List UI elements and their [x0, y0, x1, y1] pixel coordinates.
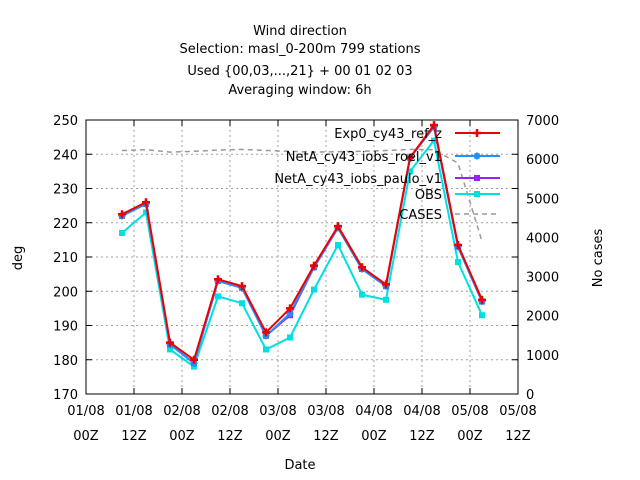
y-tick-label: 240: [53, 148, 78, 163]
obs-point: [479, 312, 485, 319]
series-line-cases: [121, 148, 483, 242]
legend-label-exp0-cy43-ref-z: Exp0_cy43_ref_z: [334, 127, 442, 142]
y-tick-label: 210: [53, 251, 78, 266]
x-tick-label-date: 05/08: [499, 404, 536, 419]
y2-tick-label: 2000: [526, 310, 559, 325]
x-tick-label-hour: 00Z: [361, 429, 387, 444]
exp0-cy43-ref-z-point: [430, 121, 438, 130]
series-exp0-cy43-ref-z: [118, 121, 486, 364]
x-tick-label-date: 04/08: [355, 404, 392, 419]
legend-label-cases: CASES: [399, 208, 442, 223]
obs-point: [119, 230, 125, 237]
series-line-exp0-cy43-ref-z: [121, 122, 483, 362]
series-lines: [118, 121, 486, 370]
x-tick-label-date: 03/08: [307, 404, 344, 419]
exp0-cy43-ref-z-point: [406, 153, 414, 162]
exp0-cy43-ref-z-point: [118, 210, 126, 219]
obs-point: [359, 291, 365, 298]
series-obs: [119, 137, 485, 370]
x-tick-label-hour: 12Z: [121, 429, 147, 444]
y-tick-label: 230: [53, 183, 78, 198]
y2-tick-label: 7000: [526, 114, 559, 129]
y2-tick-label: 5000: [526, 192, 559, 207]
exp0-cy43-ref-z-point: [190, 355, 198, 364]
obs-point: [407, 168, 413, 175]
x-tick-label-hour: 00Z: [169, 429, 195, 444]
title-line-3: Used {00,03,...,21} + 00 01 02 03: [187, 64, 412, 79]
y2-tick-label: 1000: [526, 349, 559, 364]
y-tick-label: 190: [53, 320, 78, 335]
legend-obs-point: [474, 191, 480, 197]
neta-cy43-iobs-roel-v1-point: [286, 310, 294, 318]
y-tick-label: 250: [53, 114, 78, 129]
y-tick-label: 170: [53, 388, 78, 403]
x-tick-label-date: 02/08: [211, 404, 248, 419]
y-tick-label: 220: [53, 217, 78, 232]
x-tick-label-hour: 00Z: [265, 429, 291, 444]
x-tick-label-date: 01/08: [115, 404, 152, 419]
exp0-cy43-ref-z-point: [214, 275, 222, 284]
legend-label-obs: OBS: [415, 188, 442, 203]
y-tick-label: 200: [53, 285, 78, 300]
y-tick-label: 180: [53, 354, 78, 369]
title-line-4: Averaging window: 6h: [228, 83, 371, 98]
x-tick-label-date: 04/08: [403, 404, 440, 419]
title-line-2: Selection: masl_0-200m 799 stations: [180, 42, 421, 57]
x-tick-label-hour: 12Z: [409, 429, 435, 444]
exp0-cy43-ref-z-point: [382, 280, 390, 289]
exp0-cy43-ref-z-point: [166, 338, 174, 347]
exp0-cy43-ref-z-point: [310, 261, 318, 270]
x-tick-label-hour: 12Z: [313, 429, 339, 444]
x-axis-label: Date: [284, 458, 315, 473]
obs-point: [239, 300, 245, 307]
legend: Exp0_cy43_ref_z NetA_cy43_iobs_roel_v1 Net…: [274, 127, 500, 223]
y2-tick-label: 3000: [526, 271, 559, 286]
exp0-cy43-ref-z-point: [478, 295, 486, 304]
y2-tick-label: 6000: [526, 153, 559, 168]
chart-title: Wind direction Selection: masl_0-200m 79…: [180, 24, 421, 98]
axes: 170 180 190 200 210 220 230 240 250 0 1000 2000 3000…: [53, 114, 559, 444]
x-tick-label-date: 03/08: [259, 404, 296, 419]
exp0-cy43-ref-z-point: [334, 222, 342, 231]
x-tick-label-date: 01/08: [67, 404, 104, 419]
y2-tick-label: 0: [526, 388, 534, 403]
exp0-cy43-ref-z-point: [358, 263, 366, 272]
obs-point: [263, 346, 269, 353]
series-line-obs: [121, 138, 483, 369]
y2-axis-label: No cases: [591, 229, 606, 288]
exp0-cy43-ref-z-point: [454, 241, 462, 250]
exp0-cy43-ref-z-point: [286, 304, 294, 313]
obs-point: [311, 286, 317, 293]
obs-point: [431, 137, 437, 144]
grid: [86, 120, 518, 394]
series-cases: [121, 148, 483, 242]
obs-point: [215, 293, 221, 300]
x-tick-label-date: 02/08: [163, 404, 200, 419]
exp0-cy43-ref-z-point: [262, 328, 270, 337]
y-axis-label: deg: [11, 246, 26, 271]
obs-point: [167, 346, 173, 353]
exp0-cy43-ref-z-point: [142, 198, 150, 207]
obs-point: [287, 334, 293, 341]
legend-label-neta-cy43-iobs-paulo-v1: NetA_cy43_iobs_paulo_v1: [274, 172, 442, 187]
obs-point: [143, 209, 149, 216]
legend-neta-cy43-iobs-roel-v1-point: [473, 152, 481, 160]
y2-tick-label: 4000: [526, 231, 559, 246]
title-line-1: Wind direction: [253, 24, 347, 39]
x-tick-label-hour: 00Z: [457, 429, 483, 444]
exp0-cy43-ref-z-point: [238, 282, 246, 291]
obs-point: [335, 242, 341, 249]
x-tick-label-hour: 12Z: [217, 429, 243, 444]
legend-label-neta-cy43-iobs-roel-v1: NetA_cy43_iobs_roel_v1: [286, 150, 442, 165]
legend-exp0-cy43-ref-z-point: [473, 129, 481, 137]
legend-neta-cy43-iobs-paulo-v1-point: [474, 175, 480, 181]
obs-point: [455, 259, 461, 266]
obs-point: [383, 296, 389, 303]
x-tick-label-date: 05/08: [451, 404, 488, 419]
plot-frame: [85, 119, 519, 395]
x-tick-label-hour: 12Z: [505, 429, 531, 444]
x-tick-label-hour: 00Z: [73, 429, 99, 444]
